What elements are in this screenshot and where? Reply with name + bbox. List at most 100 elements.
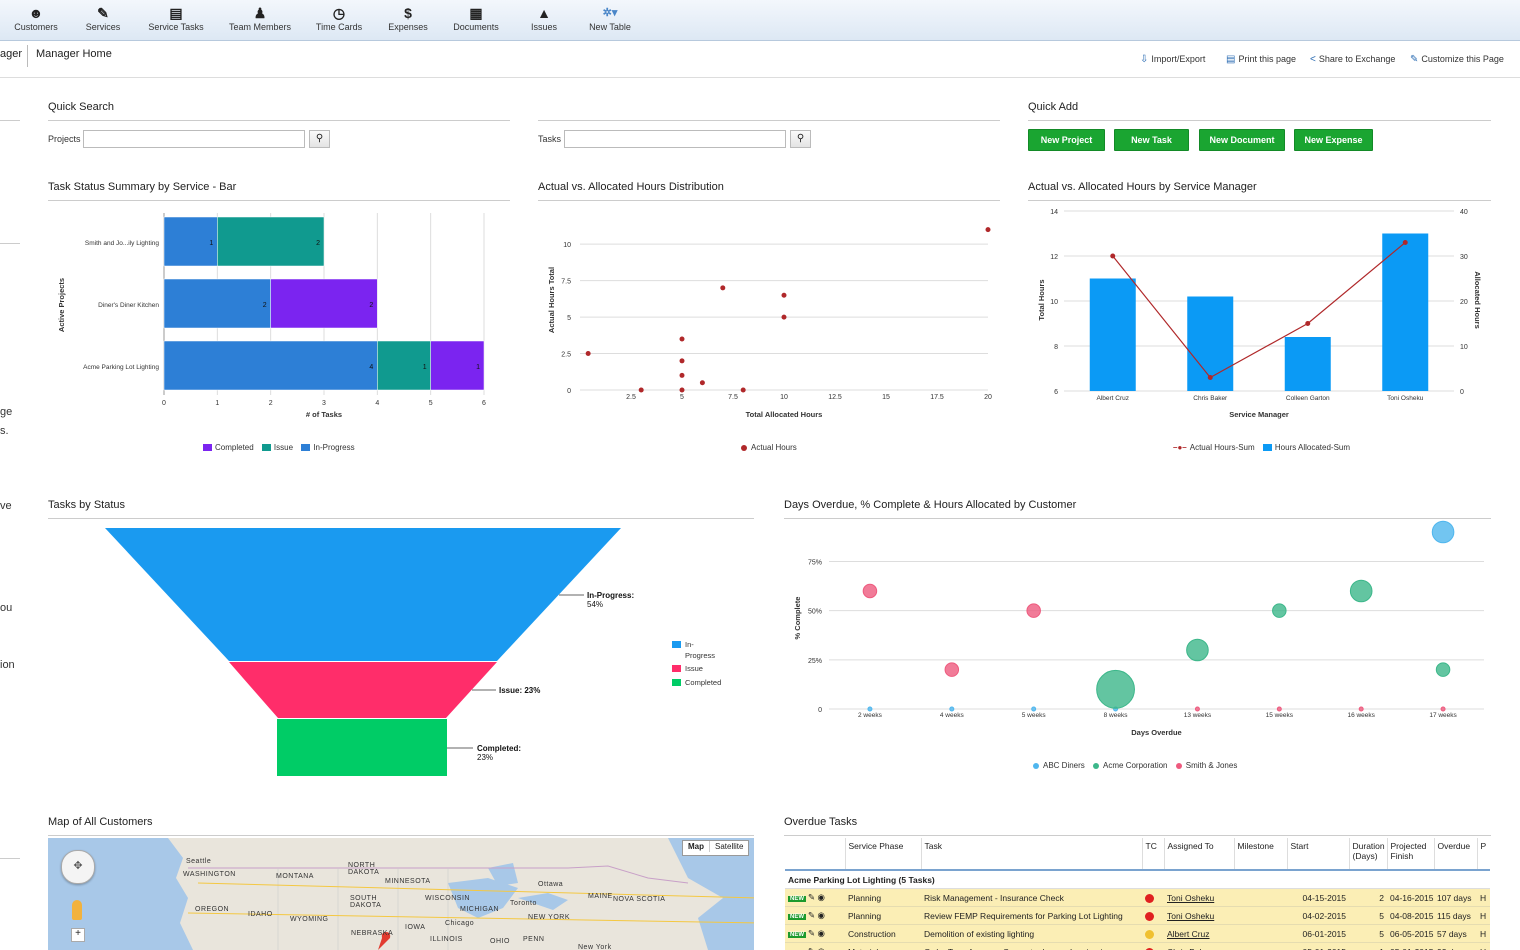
map-marker-icon[interactable] — [378, 932, 391, 950]
col-assigned-to[interactable]: Assigned To — [1164, 838, 1235, 871]
new-document-button[interactable]: New Document — [1199, 129, 1285, 151]
print-link[interactable]: ▤ Print this page — [1226, 54, 1296, 65]
x-tick-label: 5 weeks — [1022, 712, 1047, 719]
nav-team-members[interactable]: ♟ Team Members — [227, 4, 293, 32]
table-row[interactable]: NEW ✎ ◉ Construction Demolition of existing… — [785, 924, 1490, 943]
legend-label: In-Progress — [313, 443, 355, 452]
table-group-row[interactable]: Acme Parking Lot Lighting (5 Tasks) — [785, 870, 1490, 889]
table-row[interactable]: NEW ✎ ◉ Planning Risk Management - Insuranc… — [785, 888, 1490, 907]
customers-map[interactable]: Seattle WASHINGTON MONTANA NORTH DAKOTA MINN… — [48, 838, 754, 950]
x-tick-label: 15 weeks — [1266, 712, 1294, 719]
hours-by-manager-legend: –●– Actual Hours-Sum Hours Allocated-Sum — [1173, 443, 1356, 452]
share-link[interactable]: < Share to Exchange — [1310, 54, 1395, 65]
edit-icon[interactable]: ✎ — [808, 910, 816, 920]
col-priority[interactable]: P — [1477, 838, 1490, 871]
map-label: Chicago — [445, 920, 475, 927]
category-label: Toni Osheku — [1387, 395, 1424, 402]
map-label: NOVA SCOTIA — [613, 896, 666, 903]
street-view-pegman-icon[interactable] — [72, 900, 82, 920]
projects-search-button[interactable]: ⚲ — [309, 130, 330, 148]
view-icon[interactable]: ◉ — [817, 928, 825, 938]
map-type-satellite[interactable]: Satellite — [715, 842, 744, 851]
customize-link[interactable]: ✎ Customize this Page — [1410, 54, 1504, 65]
cell-assigned[interactable]: Toni Osheku — [1164, 906, 1234, 925]
legend-label: In- — [685, 640, 694, 649]
bar-segment — [163, 216, 218, 267]
nav-expenses[interactable]: $ Expenses — [386, 4, 430, 32]
col-task[interactable]: Task — [921, 838, 1143, 871]
legend-acme-corporation[interactable]: Acme Corporation — [1093, 761, 1168, 770]
data-label: 1 — [209, 240, 213, 247]
col-tc[interactable]: TC — [1142, 838, 1165, 871]
legend-hours-allocated-sum[interactable]: Hours Allocated-Sum — [1262, 443, 1350, 452]
nav-services[interactable]: ✎ Services — [84, 4, 122, 32]
section-divider — [48, 120, 510, 121]
legend-actual-hours[interactable]: Actual Hours — [741, 443, 797, 452]
map-label: WYOMING — [290, 916, 329, 923]
col-start[interactable]: Start — [1287, 838, 1350, 871]
bubble — [867, 706, 873, 712]
bar-segment — [163, 278, 271, 329]
legend-label: Completed — [685, 678, 721, 687]
legend-in-progress[interactable]: In-Progress — [301, 443, 355, 452]
nav-documents[interactable]: ▦ Documents — [450, 4, 502, 32]
edit-icon[interactable]: ✎ — [808, 946, 815, 950]
legend-actual-hours-sum[interactable]: –●– Actual Hours-Sum — [1173, 443, 1255, 452]
new-expense-button[interactable]: New Expense — [1294, 129, 1373, 151]
cell-duration: 5 — [1349, 924, 1387, 943]
hours-distribution-legend: Actual Hours — [741, 443, 803, 452]
cell-tc — [1142, 906, 1164, 925]
map-label: PENN — [523, 936, 545, 943]
col-overdue[interactable]: Overdue — [1434, 838, 1478, 871]
x-axis-title: Days Overdue — [1131, 728, 1181, 737]
cell-assigned[interactable]: Albert Cruz — [1164, 924, 1234, 943]
cell-assigned[interactable]: Chris Baker — [1164, 942, 1234, 950]
cell-assigned[interactable]: Toni Osheku — [1164, 888, 1234, 907]
nav-time-cards[interactable]: ◷ Time Cards — [314, 4, 364, 32]
nav-customers[interactable]: ☻ Customers — [14, 4, 58, 32]
new-task-button[interactable]: New Task — [1114, 129, 1189, 151]
breadcrumb-parent[interactable]: ager — [0, 48, 23, 60]
row-actions: NEW✎ ◉ — [785, 888, 845, 907]
bar — [1382, 233, 1429, 391]
sidebar-fragment: s. — [0, 425, 9, 437]
bubble — [944, 662, 960, 677]
edit-icon[interactable]: ✎ — [808, 892, 816, 902]
dollar-icon: $ — [404, 5, 412, 21]
tasks-search-button[interactable]: ⚲ — [790, 130, 811, 148]
state-lines — [277, 868, 449, 950]
legend-issue[interactable]: Issue — [261, 443, 293, 452]
customers-icon: ☻ — [28, 5, 44, 21]
map-type-map[interactable]: Map — [683, 841, 710, 852]
view-icon[interactable]: ◉ — [817, 892, 825, 902]
section-divider — [48, 835, 754, 836]
new-project-button[interactable]: New Project — [1028, 129, 1105, 151]
cell-tc — [1142, 942, 1164, 950]
map-label: OREGON — [195, 906, 230, 913]
y2-tick-label: 20 — [1460, 299, 1468, 306]
tasks-label: Tasks — [538, 134, 562, 144]
col-duration[interactable]: Duration (Days) — [1349, 838, 1388, 871]
edit-icon[interactable]: ✎ — [808, 928, 816, 938]
view-icon[interactable]: ◉ — [818, 946, 825, 950]
view-icon[interactable]: ◉ — [817, 910, 825, 920]
map-zoom-in-button[interactable]: + — [71, 928, 85, 942]
map-pan-control[interactable]: ✥ — [61, 850, 95, 884]
legend-abc-diners[interactable]: ABC Diners — [1033, 761, 1085, 770]
table-row[interactable]: NEW✎ ◉MaterialsOrder Transformers, Conve… — [785, 942, 1490, 950]
col-projected-finish[interactable]: Projected Finish — [1387, 838, 1435, 871]
import-export-link[interactable]: ⇩ Import/Export — [1140, 54, 1205, 65]
tasks-search-input[interactable] — [564, 130, 786, 148]
data-point — [781, 314, 787, 320]
col-milestone[interactable]: Milestone — [1234, 838, 1288, 871]
projects-search-input[interactable] — [83, 130, 305, 148]
nav-service-tasks[interactable]: ▤ Service Tasks — [146, 4, 206, 32]
col-service-phase[interactable]: Service Phase — [845, 838, 922, 871]
table-row[interactable]: NEW ✎ ◉ Planning Review FEMP Requirements f… — [785, 906, 1490, 925]
legend-completed[interactable]: Completed — [203, 443, 254, 452]
nav-issues[interactable]: ▲ Issues — [528, 4, 560, 32]
x-tick-label: 16 weeks — [1347, 712, 1375, 719]
legend-smith-jones[interactable]: Smith & Jones — [1175, 761, 1237, 770]
map-label: New York — [578, 944, 612, 950]
nav-new-table[interactable]: ✲▾ New Table — [586, 4, 634, 32]
